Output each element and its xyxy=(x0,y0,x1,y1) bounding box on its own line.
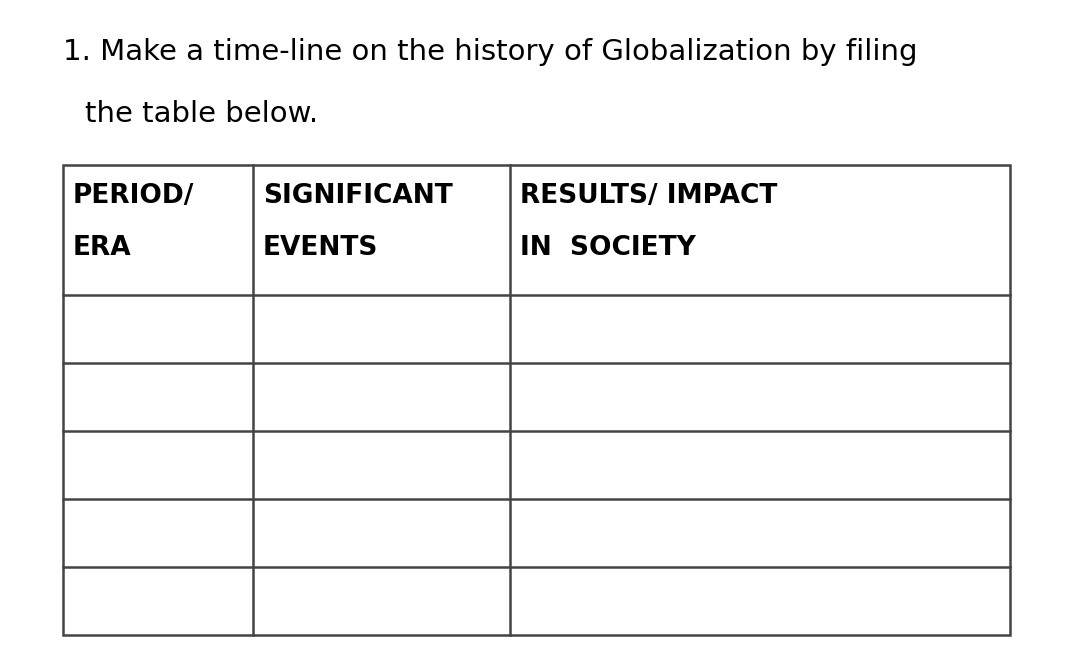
Text: 1. Make a time-line on the history of Globalization by filing: 1. Make a time-line on the history of Gl… xyxy=(63,38,918,66)
Text: EVENTS: EVENTS xyxy=(264,235,378,261)
Bar xyxy=(63,165,1010,635)
Text: the table below.: the table below. xyxy=(85,100,319,128)
Text: RESULTS/ IMPACT: RESULTS/ IMPACT xyxy=(519,183,778,209)
Text: PERIOD/: PERIOD/ xyxy=(73,183,194,209)
Text: IN  SOCIETY: IN SOCIETY xyxy=(519,235,696,261)
Text: ERA: ERA xyxy=(73,235,132,261)
Text: SIGNIFICANT: SIGNIFICANT xyxy=(264,183,453,209)
